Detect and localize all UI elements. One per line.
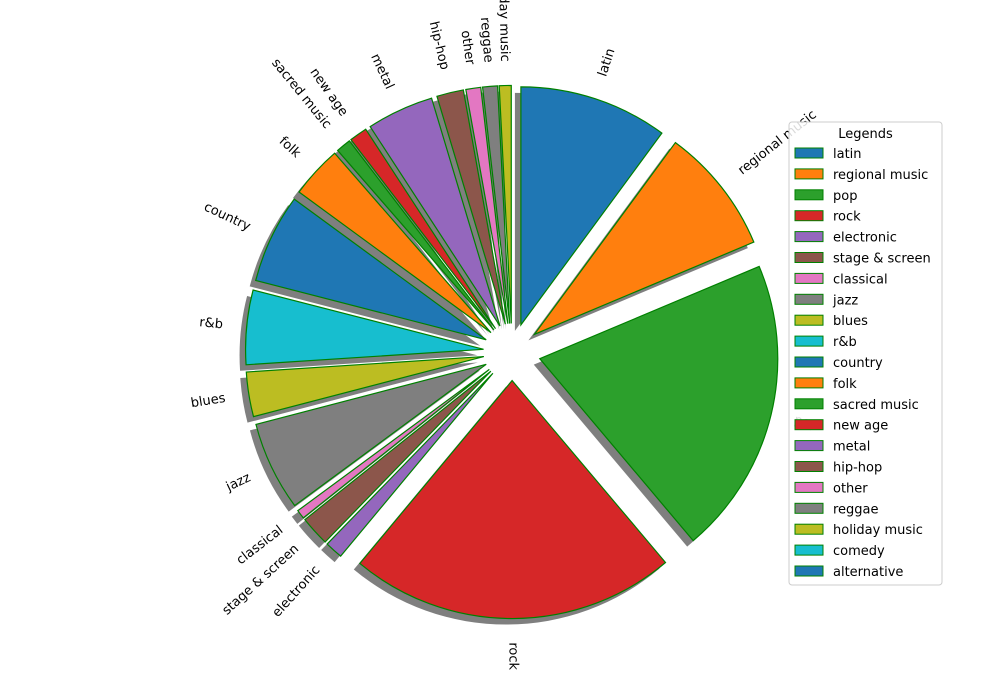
legend-label-reggae: reggae — [833, 502, 879, 517]
legend-swatch-rock — [794, 210, 824, 222]
slice-regional-music — [532, 141, 755, 336]
legend-label-other: other — [833, 481, 868, 496]
slice-other — [465, 86, 509, 324]
slice-metal — [369, 97, 501, 327]
legend-label-blues: blues — [833, 314, 868, 329]
slice-r-b — [244, 289, 484, 366]
slice-label-blues: blues — [190, 391, 227, 411]
legend-swatch-country — [794, 356, 824, 368]
legend-label-jazz: jazz — [832, 293, 858, 308]
legend-label-latin: latin — [833, 147, 862, 162]
slice-label-other: other — [457, 29, 477, 66]
legend-swatch-folk — [794, 377, 824, 389]
pie-slices — [244, 84, 779, 620]
legend-swatch-electronic — [794, 231, 824, 243]
legend-label-regional-music: regional music — [833, 168, 928, 183]
slice-label-latin: latin — [595, 47, 618, 79]
slice-label-hip-hop: hip-hop — [426, 20, 452, 71]
slice-label-holiday-music: holiday music — [495, 0, 512, 62]
legend-label-rock: rock — [833, 210, 861, 225]
legend-items: latin regional music pop rock electronic stag… — [794, 147, 931, 580]
legend-swatch-regional-music — [794, 168, 824, 180]
legend-swatch-stage-screen — [794, 252, 824, 263]
legend-swatch-other — [794, 481, 824, 493]
legend-label-folk: folk — [833, 377, 857, 392]
legend-swatch-r-b — [794, 335, 824, 347]
legend-label-classical: classical — [833, 272, 888, 287]
legend-swatch-jazz — [794, 293, 824, 305]
slice-sacred-music — [336, 140, 495, 331]
legend-label-new-age: new age — [833, 419, 888, 434]
legend-swatch-alternative — [794, 565, 824, 577]
slice-label-reggae: reggae — [477, 17, 496, 64]
legend-swatch-sacred-music — [794, 398, 824, 410]
slice-stage-screen — [304, 370, 492, 543]
slice-new-age — [350, 128, 497, 330]
legend-label-comedy: comedy — [833, 544, 885, 559]
slice-electronic — [326, 372, 494, 557]
legend-label-r-b: r&b — [833, 335, 857, 350]
legend-label-metal: metal — [833, 440, 870, 455]
slice-holiday-music — [498, 84, 512, 324]
slice-country — [254, 198, 487, 341]
legend-label-hip-hop: hip-hop — [833, 461, 882, 476]
legend: Legends latin regional music pop rock electr… — [788, 121, 943, 586]
legend-swatch-hip-hop — [794, 461, 824, 472]
legend-swatch-metal — [794, 440, 824, 452]
legend-label-sacred-music: sacred music — [833, 398, 919, 413]
legend-swatch-new-age — [794, 419, 824, 431]
legend-label-alternative: alternative — [833, 565, 903, 580]
legend-swatch-classical — [794, 272, 824, 284]
legend-label-electronic: electronic — [833, 231, 897, 246]
slice-jazz — [255, 363, 487, 507]
slice-label-jazz: jazz — [223, 470, 253, 495]
slice-label-country: country — [201, 200, 253, 235]
legend-label-pop: pop — [833, 189, 857, 204]
slice-label-rock: rock — [505, 642, 520, 670]
slice-reggae — [481, 85, 511, 324]
slice-label-r-b: r&b — [199, 315, 224, 332]
legend-swatch-latin — [794, 147, 824, 159]
legend-swatch-comedy — [794, 544, 824, 556]
slice-hip-hop — [436, 89, 506, 325]
legend-label-country: country — [833, 356, 883, 371]
legend-label-stage-screen: stage & screen — [833, 252, 931, 267]
legend-frame — [788, 121, 943, 586]
slice-label-folk: folk — [276, 134, 304, 161]
legend-swatch-blues — [794, 314, 824, 326]
slice-rock — [358, 379, 667, 620]
slice-folk — [298, 152, 492, 334]
legend-swatch-pop — [794, 189, 824, 201]
slice-pop — [538, 265, 779, 542]
legend-swatch-holiday-music — [794, 523, 824, 535]
legend-swatch-reggae — [794, 502, 824, 514]
slice-latin — [520, 86, 663, 327]
slice-label-metal: metal — [367, 52, 396, 92]
slice-classical — [296, 368, 490, 519]
legend-title: Legends — [838, 127, 893, 142]
legend-label-holiday-music: holiday music — [833, 523, 923, 538]
slice-blues — [245, 355, 484, 418]
